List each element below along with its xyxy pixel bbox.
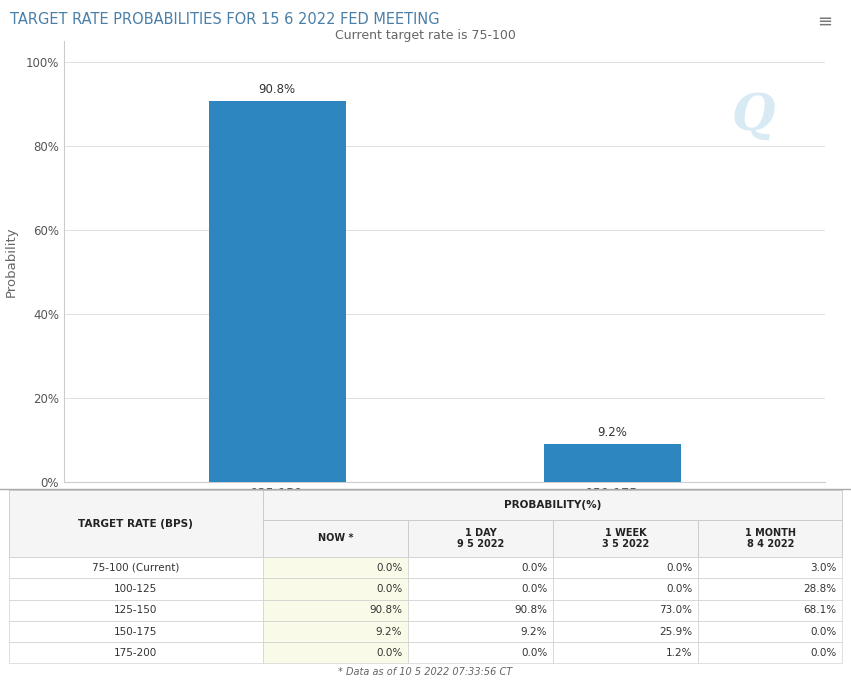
- Text: 0.0%: 0.0%: [376, 584, 403, 594]
- Text: 90.8%: 90.8%: [514, 605, 547, 615]
- Text: 68.1%: 68.1%: [803, 605, 837, 615]
- Bar: [9, 490, 263, 557]
- Text: ≡: ≡: [817, 12, 832, 30]
- Bar: [263, 520, 408, 557]
- Text: 0.0%: 0.0%: [810, 648, 837, 658]
- Text: PROBABILITY(%): PROBABILITY(%): [504, 500, 602, 510]
- Text: 100-125: 100-125: [114, 584, 157, 594]
- Bar: [263, 490, 842, 520]
- Text: 3.0%: 3.0%: [810, 563, 837, 573]
- Bar: [553, 578, 698, 600]
- Bar: [9, 578, 263, 600]
- Text: 0.0%: 0.0%: [521, 563, 547, 573]
- Bar: [408, 621, 553, 642]
- Bar: [408, 520, 553, 557]
- Text: 28.8%: 28.8%: [803, 584, 837, 594]
- Text: 0.0%: 0.0%: [376, 563, 403, 573]
- Bar: [9, 557, 263, 578]
- Text: 125-150: 125-150: [114, 605, 157, 615]
- Text: 75-100 (Current): 75-100 (Current): [92, 563, 180, 573]
- Bar: [698, 600, 842, 621]
- Bar: [208, 101, 346, 482]
- Text: NOW *: NOW *: [317, 534, 353, 544]
- Text: 9.2%: 9.2%: [521, 627, 547, 637]
- Text: 90.8%: 90.8%: [259, 83, 295, 96]
- Bar: [9, 600, 263, 621]
- Bar: [408, 600, 553, 621]
- Text: 73.0%: 73.0%: [660, 605, 693, 615]
- Bar: [698, 520, 842, 557]
- Bar: [408, 578, 553, 600]
- Bar: [263, 642, 408, 663]
- Bar: [408, 557, 553, 578]
- Text: 0.0%: 0.0%: [521, 648, 547, 658]
- Bar: [263, 578, 408, 600]
- Text: TARGET RATE PROBABILITIES FOR 15 6 2022 FED MEETING: TARGET RATE PROBABILITIES FOR 15 6 2022 …: [10, 12, 440, 27]
- Bar: [9, 621, 263, 642]
- Bar: [553, 557, 698, 578]
- Text: 9.2%: 9.2%: [375, 627, 403, 637]
- Text: 1 MONTH
8 4 2022: 1 MONTH 8 4 2022: [745, 527, 796, 549]
- Bar: [408, 642, 553, 663]
- Bar: [263, 600, 408, 621]
- Bar: [553, 520, 698, 557]
- Y-axis label: Probability: Probability: [4, 226, 17, 297]
- Text: 0.0%: 0.0%: [666, 563, 693, 573]
- Text: 90.8%: 90.8%: [369, 605, 403, 615]
- Bar: [553, 642, 698, 663]
- Bar: [263, 557, 408, 578]
- Bar: [698, 642, 842, 663]
- Text: 0.0%: 0.0%: [666, 584, 693, 594]
- Text: 1 WEEK
3 5 2022: 1 WEEK 3 5 2022: [602, 527, 649, 549]
- Bar: [9, 642, 263, 663]
- Bar: [553, 600, 698, 621]
- X-axis label: Target Rate (in bps): Target Rate (in bps): [380, 507, 510, 520]
- Text: 175-200: 175-200: [114, 648, 157, 658]
- Text: 0.0%: 0.0%: [810, 627, 837, 637]
- Text: 9.2%: 9.2%: [597, 425, 627, 438]
- Bar: [263, 621, 408, 642]
- Text: 25.9%: 25.9%: [660, 627, 693, 637]
- Bar: [698, 557, 842, 578]
- Text: Current target rate is 75-100: Current target rate is 75-100: [335, 29, 516, 42]
- Text: TARGET RATE (BPS): TARGET RATE (BPS): [78, 518, 193, 529]
- Text: Q: Q: [731, 92, 775, 140]
- Bar: [698, 621, 842, 642]
- Text: 1.2%: 1.2%: [665, 648, 693, 658]
- Bar: [553, 621, 698, 642]
- Text: 0.0%: 0.0%: [521, 584, 547, 594]
- Text: * Data as of 10 5 2022 07:33:56 CT: * Data as of 10 5 2022 07:33:56 CT: [339, 668, 512, 677]
- Text: 1 DAY
9 5 2022: 1 DAY 9 5 2022: [457, 527, 504, 549]
- Text: 150-175: 150-175: [114, 627, 157, 637]
- Text: 0.0%: 0.0%: [376, 648, 403, 658]
- Bar: [698, 578, 842, 600]
- Bar: [544, 443, 681, 482]
